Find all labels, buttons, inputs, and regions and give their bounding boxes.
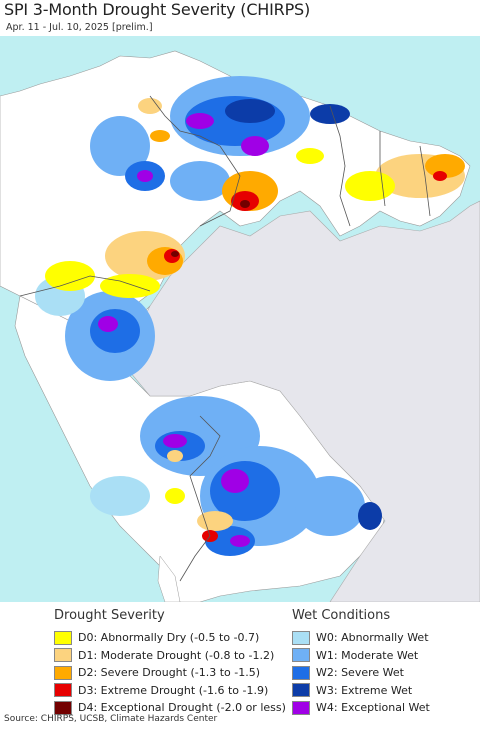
source-credit: Source: CHIRPS, UCSB, Climate Hazards Ce… bbox=[4, 714, 218, 724]
legend-label-w2: W2: Severe Wet bbox=[316, 666, 404, 680]
swatch-d0 bbox=[54, 630, 72, 645]
legend-label-d4: D4: Exceptional Drought (-2.0 or less) bbox=[78, 701, 286, 715]
legend-label-d3: D3: Extreme Drought (-1.6 to -1.9) bbox=[78, 683, 269, 697]
legend-label-w4: W4: Exceptional Wet bbox=[316, 701, 430, 715]
swatch-d2 bbox=[54, 665, 72, 680]
legend: Drought Severity D0: Abnormally Dry (-0.… bbox=[0, 604, 480, 716]
legend-item-w4: W4: Exceptional Wet bbox=[292, 699, 430, 717]
legend-item-w3: W3: Extreme Wet bbox=[292, 682, 430, 700]
legend-label-w3: W3: Extreme Wet bbox=[316, 683, 413, 697]
land-chile bbox=[157, 555, 181, 602]
legend-item-w0: W0: Abnormally Wet bbox=[292, 629, 430, 647]
drought-patches bbox=[45, 98, 465, 542]
legend-item-w1: W1: Moderate Wet bbox=[292, 647, 430, 665]
legend-item-d0: D0: Abnormally Dry (-0.5 to -0.7) bbox=[54, 629, 286, 647]
legend-wet-header: Wet Conditions bbox=[292, 608, 391, 623]
map-subtitle: Apr. 11 - Jul. 10, 2025 [prelim.] bbox=[6, 22, 153, 33]
swatch-w0 bbox=[292, 630, 310, 645]
swatch-w1 bbox=[292, 648, 310, 663]
legend-item-d3: D3: Extreme Drought (-1.6 to -1.9) bbox=[54, 682, 286, 700]
country-borders bbox=[19, 95, 431, 582]
legend-label-w0: W0: Abnormally Wet bbox=[316, 631, 429, 645]
map-canvas bbox=[0, 50, 480, 602]
legend-wet: Wet Conditions W0: Abnormally Wet W1: Mo… bbox=[292, 608, 430, 717]
swatch-d1 bbox=[54, 648, 72, 663]
legend-item-w2: W2: Severe Wet bbox=[292, 664, 430, 682]
drought-map bbox=[0, 36, 480, 602]
swatch-w2 bbox=[292, 665, 310, 680]
legend-label-d1: D1: Moderate Drought (-0.8 to -1.2) bbox=[78, 648, 275, 662]
legend-label-d2: D2: Severe Drought (-1.3 to -1.5) bbox=[78, 666, 261, 680]
legend-drought: Drought Severity D0: Abnormally Dry (-0.… bbox=[54, 608, 286, 717]
legend-item-d4: D4: Exceptional Drought (-2.0 or less) bbox=[54, 699, 286, 717]
legend-label-d0: D0: Abnormally Dry (-0.5 to -0.7) bbox=[78, 631, 260, 645]
map-title: SPI 3-Month Drought Severity (CHIRPS) bbox=[4, 0, 311, 19]
swatch-w3 bbox=[292, 683, 310, 698]
legend-label-w1: W1: Moderate Wet bbox=[316, 648, 419, 662]
swatch-d4 bbox=[54, 700, 72, 715]
legend-item-d1: D1: Moderate Drought (-0.8 to -1.2) bbox=[54, 647, 286, 665]
brazil-no-data bbox=[124, 200, 480, 602]
swatch-w4 bbox=[292, 700, 310, 715]
swatch-d3 bbox=[54, 683, 72, 698]
legend-item-d2: D2: Severe Drought (-1.3 to -1.5) bbox=[54, 664, 286, 682]
legend-drought-header: Drought Severity bbox=[54, 608, 165, 623]
